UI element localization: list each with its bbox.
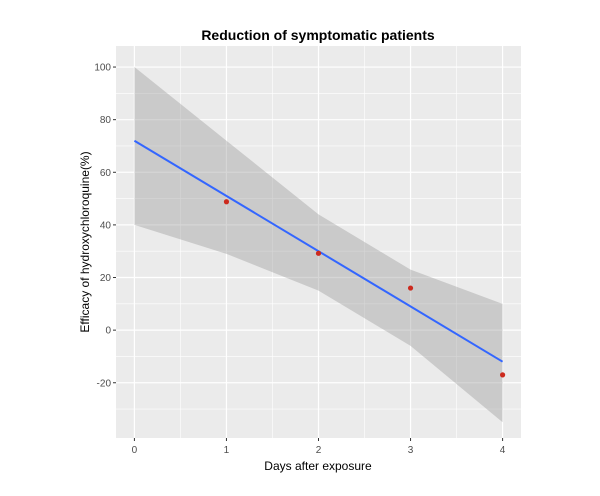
data-point	[223, 199, 230, 205]
x-tick-label: 4	[500, 445, 506, 456]
points-layer	[223, 199, 506, 378]
x-axis-title: Days after exposure	[264, 459, 372, 473]
y-axis-title: Efficacy of hydroxychloroquine(%)	[78, 151, 92, 332]
y-tick-label: 0	[105, 326, 111, 337]
x-axis: 0 1 2 3 4	[132, 438, 506, 456]
y-tick-label: 20	[100, 273, 112, 284]
chart-title: Reduction of symptomatic patients	[201, 27, 435, 43]
data-point	[407, 285, 414, 291]
data-point	[315, 250, 322, 256]
x-tick-label: 3	[408, 445, 414, 456]
x-tick-label: 0	[132, 445, 138, 456]
confidence-band	[134, 67, 503, 423]
y-tick-label: 80	[100, 115, 112, 126]
y-tick-label: 60	[100, 168, 112, 179]
y-tick-label: 40	[100, 220, 112, 231]
y-axis: -20 0 20 40 60 80 100	[94, 63, 116, 389]
y-tick-label: -20	[97, 378, 112, 389]
grid-major	[116, 46, 521, 438]
confidence-band-layer	[134, 67, 503, 423]
x-tick-label: 2	[316, 445, 322, 456]
y-tick-label: 100	[94, 63, 111, 74]
data-point	[499, 372, 506, 378]
x-tick-label: 1	[224, 445, 230, 456]
